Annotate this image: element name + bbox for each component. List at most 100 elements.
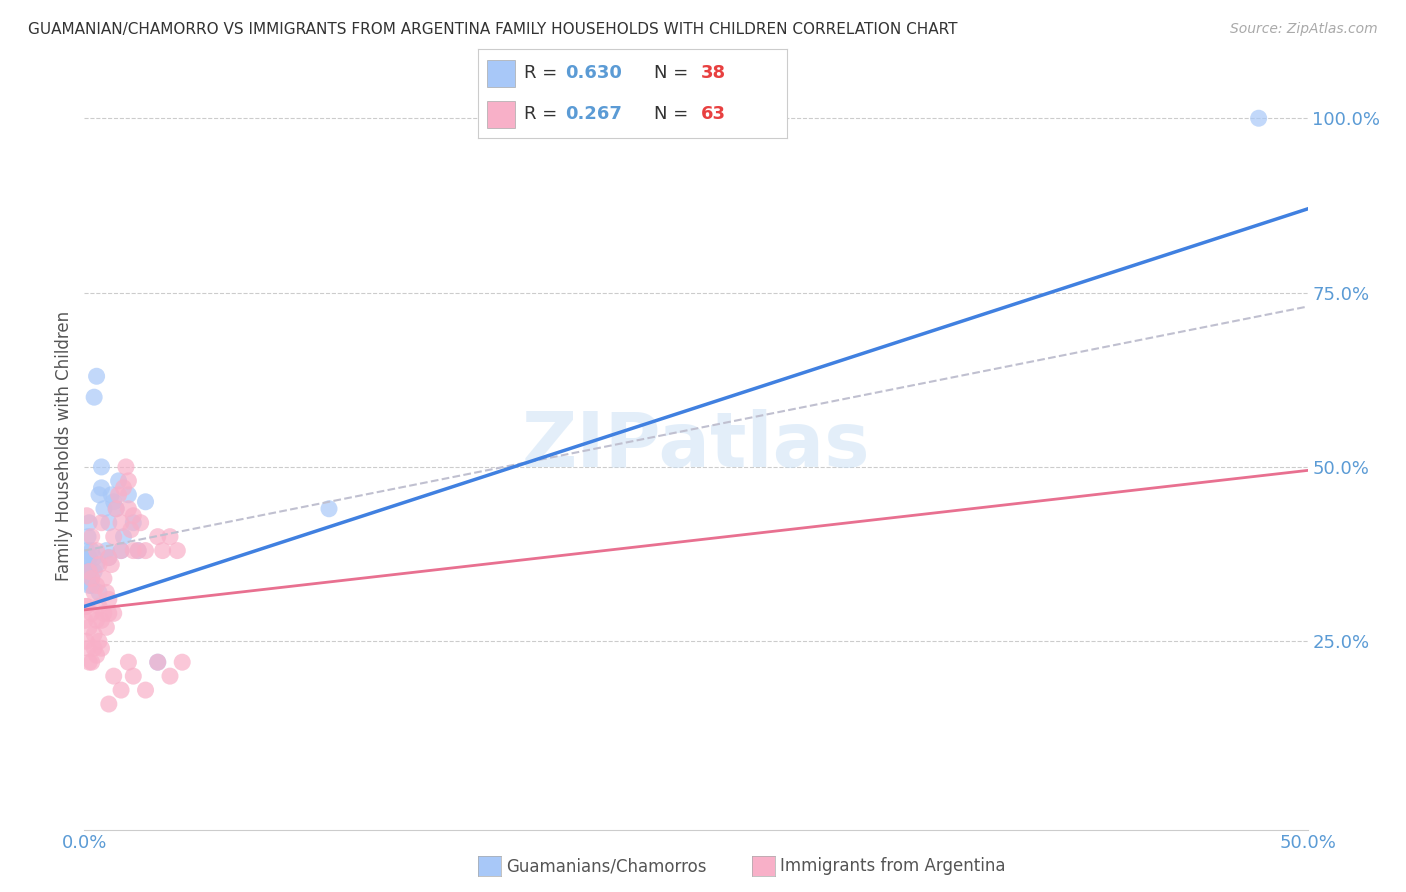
Point <box>83 585 105 599</box>
Point <box>77 550 100 565</box>
Point <box>159 530 181 544</box>
Point <box>100 558 122 572</box>
Point <box>135 495 157 509</box>
Point <box>77 641 100 656</box>
Point <box>76 599 98 614</box>
Point <box>103 669 125 683</box>
Point <box>77 565 100 579</box>
Point <box>80 530 103 544</box>
Point <box>110 516 132 530</box>
Point <box>83 641 105 656</box>
Point <box>87 634 110 648</box>
Point <box>80 572 103 586</box>
Text: GUAMANIAN/CHAMORRO VS IMMIGRANTS FROM ARGENTINA FAMILY HOUSEHOLDS WITH CHILDREN : GUAMANIAN/CHAMORRO VS IMMIGRANTS FROM AR… <box>28 22 957 37</box>
Point <box>83 627 105 641</box>
Point <box>117 655 139 669</box>
Point <box>97 697 120 711</box>
Point <box>97 592 120 607</box>
Point <box>86 648 108 663</box>
Point <box>80 578 103 592</box>
Point <box>105 501 128 516</box>
Point <box>90 459 112 474</box>
Point <box>75 634 97 648</box>
Point <box>166 543 188 558</box>
Point <box>172 655 194 669</box>
Point <box>112 481 135 495</box>
Point <box>77 620 100 634</box>
Point <box>90 481 112 495</box>
Point <box>159 669 181 683</box>
Point <box>135 683 157 698</box>
Point <box>80 607 103 621</box>
Point <box>80 572 103 586</box>
Text: Guamanians/Chamorros: Guamanians/Chamorros <box>506 857 707 875</box>
Point <box>86 558 108 572</box>
Point <box>77 578 100 592</box>
Point <box>97 516 120 530</box>
Text: 63: 63 <box>700 105 725 123</box>
Text: N =: N = <box>654 105 695 123</box>
Point <box>77 565 100 579</box>
Point <box>86 613 108 627</box>
Point <box>122 669 145 683</box>
Text: 0.630: 0.630 <box>565 64 621 82</box>
Point <box>77 516 100 530</box>
Point <box>75 599 97 614</box>
Point <box>103 495 125 509</box>
Point <box>1247 112 1270 126</box>
Point <box>107 474 129 488</box>
Point <box>80 543 103 558</box>
Point <box>97 550 120 565</box>
Point <box>90 641 112 656</box>
Point <box>107 488 129 502</box>
Text: R =: R = <box>524 105 564 123</box>
Point <box>87 558 110 572</box>
Point <box>76 558 98 572</box>
Text: Source: ZipAtlas.com: Source: ZipAtlas.com <box>1230 22 1378 37</box>
Point <box>83 550 105 565</box>
Point <box>146 655 169 669</box>
Text: Immigrants from Argentina: Immigrants from Argentina <box>780 857 1005 875</box>
Point <box>152 543 174 558</box>
Point <box>75 550 97 565</box>
Point <box>87 585 110 599</box>
Point <box>93 607 115 621</box>
FancyBboxPatch shape <box>488 101 515 128</box>
Point <box>135 543 157 558</box>
Point <box>96 585 118 599</box>
Point <box>77 565 100 579</box>
Y-axis label: Family Households with Children: Family Households with Children <box>55 311 73 581</box>
Point <box>318 501 340 516</box>
Point <box>75 613 97 627</box>
Point <box>87 488 110 502</box>
Point <box>76 543 98 558</box>
Point <box>122 508 145 523</box>
Text: R =: R = <box>524 64 564 82</box>
Text: N =: N = <box>654 64 695 82</box>
Point <box>117 488 139 502</box>
Point <box>90 516 112 530</box>
Point <box>80 655 103 669</box>
Point <box>96 620 118 634</box>
Point <box>110 683 132 698</box>
Point <box>83 565 105 579</box>
Point <box>146 530 169 544</box>
Point <box>86 369 108 384</box>
Point <box>110 543 132 558</box>
Text: 38: 38 <box>700 64 725 82</box>
Point <box>110 543 132 558</box>
Point <box>97 607 120 621</box>
Point <box>127 543 149 558</box>
Point <box>77 530 100 544</box>
Point <box>90 613 112 627</box>
Point <box>93 572 115 586</box>
Point <box>86 543 108 558</box>
Point <box>117 474 139 488</box>
Point <box>83 390 105 404</box>
Point <box>115 459 138 474</box>
Point <box>117 501 139 516</box>
Point <box>122 543 145 558</box>
Point <box>122 516 145 530</box>
FancyBboxPatch shape <box>488 60 515 87</box>
Text: 0.267: 0.267 <box>565 105 621 123</box>
